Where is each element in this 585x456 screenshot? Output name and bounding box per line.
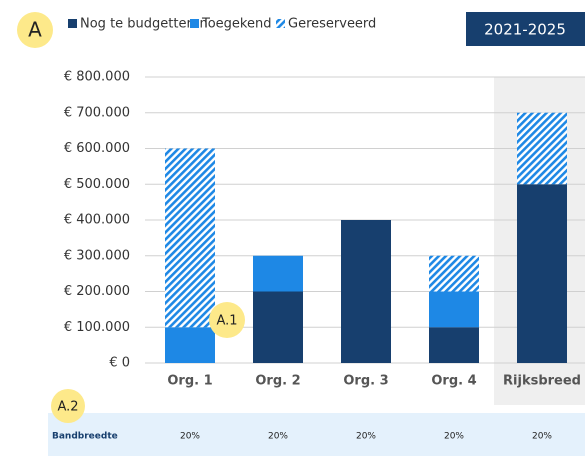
period: 2021-2025: [484, 21, 566, 39]
badge: [209, 302, 245, 338]
x-tick-label: Org. 2: [255, 374, 300, 389]
y-tick-label: € 500.000: [64, 177, 130, 192]
legend-label: Nog te budgetteren: [80, 17, 208, 32]
badge-label: A.2: [57, 400, 78, 415]
bandwidth-value: 20%: [268, 432, 288, 442]
y-tick-label: € 700.000: [64, 105, 130, 120]
bar-segment: [429, 255, 479, 292]
bandwidth-value: 20%: [444, 432, 464, 442]
bar-segment: [165, 327, 215, 363]
bar-segment: [253, 291, 303, 363]
legend-swatch: [68, 19, 77, 28]
x-tick-label: Org. 3: [343, 374, 388, 389]
bar-segment: [429, 291, 479, 328]
bar-segment: [341, 220, 391, 363]
badge: [51, 389, 85, 423]
bar-segment: [517, 112, 567, 185]
badge: [17, 12, 53, 48]
bar-segment: [517, 184, 567, 363]
bandwidth-label: Bandbreedte: [52, 432, 118, 442]
x-tick-label: Org. 4: [431, 374, 476, 389]
period-box: [466, 12, 585, 46]
badge-label: A: [28, 18, 42, 42]
badge-label: A.1: [216, 314, 237, 329]
bandwidth-value: 20%: [180, 432, 200, 442]
y-tick-label: € 800.000: [64, 70, 130, 85]
legend-swatch: [190, 19, 199, 28]
x-tick-label: Org. 1: [167, 374, 212, 389]
y-tick-label: € 200.000: [64, 284, 130, 299]
x-tick-label: Rijksbreed: [503, 374, 581, 389]
legend-label: Gereserveerd: [288, 17, 376, 32]
legend-label: Toegekend: [201, 17, 272, 32]
y-tick-label: € 400.000: [64, 213, 130, 228]
y-tick-label: € 100.000: [64, 320, 130, 335]
y-tick-label: € 0: [109, 356, 130, 371]
bar-segment: [429, 327, 479, 363]
y-tick-label: € 600.000: [64, 141, 130, 156]
bandwidth-value: 20%: [356, 432, 376, 442]
bandwidth-value: 20%: [532, 432, 552, 442]
y-tick-label: € 300.000: [64, 248, 130, 263]
bandwidth-row: [48, 413, 585, 456]
bar-segment: [253, 255, 303, 292]
bar-segment: [165, 148, 215, 328]
legend-swatch: [276, 19, 285, 28]
